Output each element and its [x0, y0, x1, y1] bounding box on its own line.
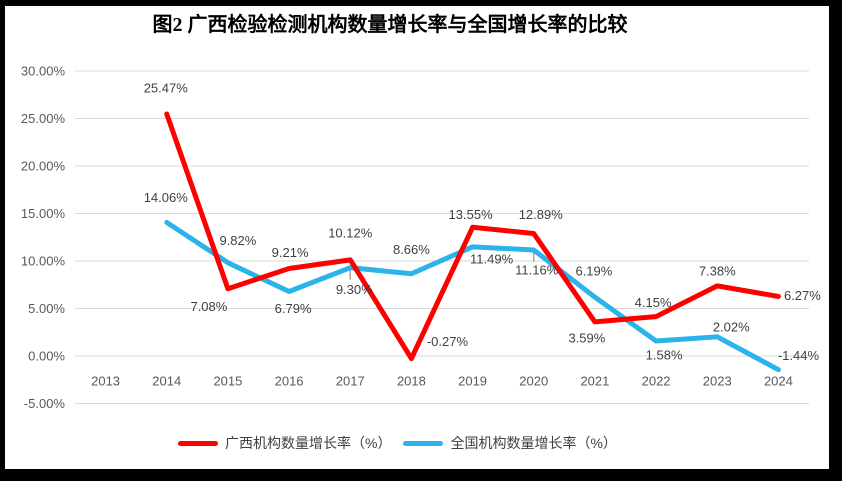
x-axis-tick-label: 2017 — [336, 374, 365, 389]
data-label: 10.12% — [328, 225, 373, 240]
data-label: -0.27% — [427, 334, 469, 349]
chart-title: 图2 广西检验检测机构数量增长率与全国增长率的比较 — [152, 14, 628, 36]
data-label: 25.47% — [144, 81, 189, 96]
y-axis-tick-label: 10.00% — [21, 254, 66, 269]
legend: 广西机构数量增长率（%） 全国机构数量增长率（%） — [178, 433, 617, 453]
x-axis-tick-label: 2019 — [458, 374, 487, 389]
x-axis-tick-label: 2015 — [213, 374, 242, 389]
data-label: 6.19% — [575, 264, 612, 279]
chart-canvas: 图2 广西检验检测机构数量增长率与全国增长率的比较 -5.00% 0.00% 5.0… — [5, 6, 829, 469]
data-label: 9.30% — [336, 282, 373, 297]
data-label: 11.49% — [470, 251, 514, 266]
y-axis-tick-label: -5.00% — [24, 396, 66, 411]
legend-label-guangxi: 广西机构数量增长率（%） — [225, 435, 392, 451]
data-label: 8.66% — [393, 242, 430, 257]
legend-label-national: 全国机构数量增长率（%） — [450, 435, 617, 451]
series-line-national — [164, 219, 781, 373]
x-axis-tick-label: 2023 — [703, 374, 732, 389]
data-label: -1.44% — [778, 348, 820, 363]
x-axis-tick-label: 2014 — [152, 374, 181, 389]
data-label: 1.58% — [646, 347, 683, 362]
data-label: 9.82% — [219, 233, 256, 248]
y-axis-tick-label: 5.00% — [28, 301, 65, 316]
legend-item-guangxi: 广西机构数量增长率（%） — [178, 433, 391, 453]
data-label: 12.89% — [519, 207, 564, 222]
series-line-guangxi — [164, 111, 781, 362]
data-label: 7.38% — [699, 263, 736, 278]
x-axis-tick-label: 2021 — [580, 374, 609, 389]
x-axis-tick-label: 2018 — [397, 374, 426, 389]
plot-area: -5.00% 0.00% 5.00% 10.00% 15.00% 20.00% 25.00%… — [21, 64, 821, 412]
legend-swatch-guangxi — [178, 440, 218, 446]
y-axis-tick-label: 15.00% — [21, 206, 66, 221]
data-label: 2.02% — [713, 319, 750, 334]
legend-item-national: 全国机构数量增长率（%） — [403, 433, 617, 453]
y-axis-tick-label: 20.00% — [21, 159, 66, 174]
x-axis-tick-label: 2013 — [91, 374, 120, 389]
y-axis-tick-label: 25.00% — [21, 111, 66, 126]
data-label: 9.21% — [272, 245, 309, 260]
data-label: 6.27% — [784, 288, 821, 303]
data-label: 14.06% — [144, 190, 189, 205]
data-label: 3.59% — [568, 330, 605, 345]
x-axis-tick-label: 2016 — [275, 374, 304, 389]
y-axis-tick-label: 30.00% — [21, 64, 66, 79]
data-label: 4.15% — [635, 295, 672, 310]
data-label: 13.55% — [449, 207, 494, 222]
data-label: 11.16% — [515, 262, 559, 277]
data-label: 7.08% — [190, 299, 227, 314]
x-axis-tick-label: 2022 — [642, 374, 671, 389]
legend-swatch-national — [403, 440, 444, 446]
x-axis-tick-label: 2024 — [764, 374, 793, 389]
x-axis-tick-label: 2020 — [519, 374, 548, 389]
y-axis-tick-label: 0.00% — [28, 349, 65, 364]
data-label: 6.79% — [275, 301, 312, 316]
